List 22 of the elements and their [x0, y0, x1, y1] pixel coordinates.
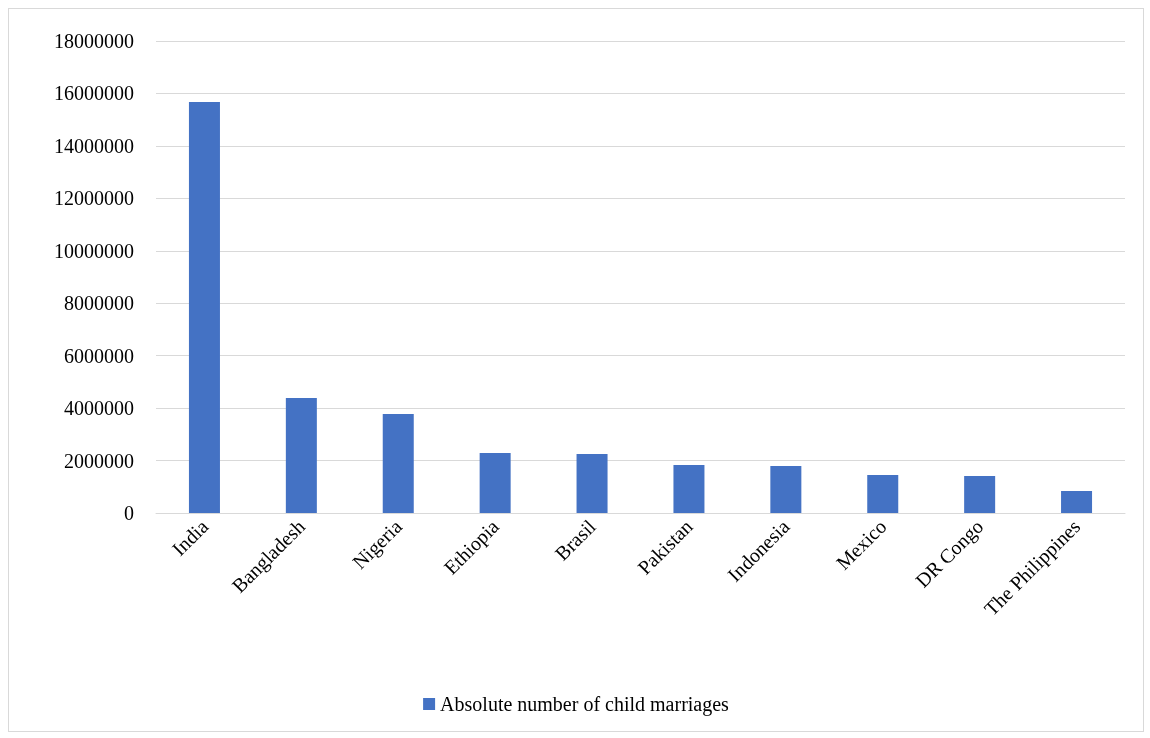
bar — [867, 474, 899, 513]
y-tick-label: 4000000 — [64, 397, 134, 420]
y-tick-label: 8000000 — [64, 292, 134, 315]
bar — [576, 454, 608, 513]
legend-label: Absolute number of child marriages — [440, 693, 730, 716]
y-tick-label: 14000000 — [54, 134, 134, 157]
bar — [1061, 490, 1093, 513]
y-tick-label: 0 — [124, 502, 134, 524]
y-tick-label: 18000000 — [54, 30, 134, 52]
bar — [964, 476, 996, 513]
y-tick-label: 2000000 — [64, 449, 134, 472]
bar — [479, 452, 511, 513]
y-tick-label: 10000000 — [54, 239, 134, 262]
bar — [285, 397, 317, 513]
y-tick-label: 12000000 — [54, 187, 134, 210]
y-tick-label: 6000000 — [64, 344, 134, 367]
bar — [382, 413, 414, 513]
y-tick-label: 16000000 — [54, 82, 134, 105]
bar — [673, 465, 705, 513]
x-tick-label: India — [167, 515, 213, 560]
bar — [770, 466, 802, 513]
bar — [188, 102, 220, 513]
